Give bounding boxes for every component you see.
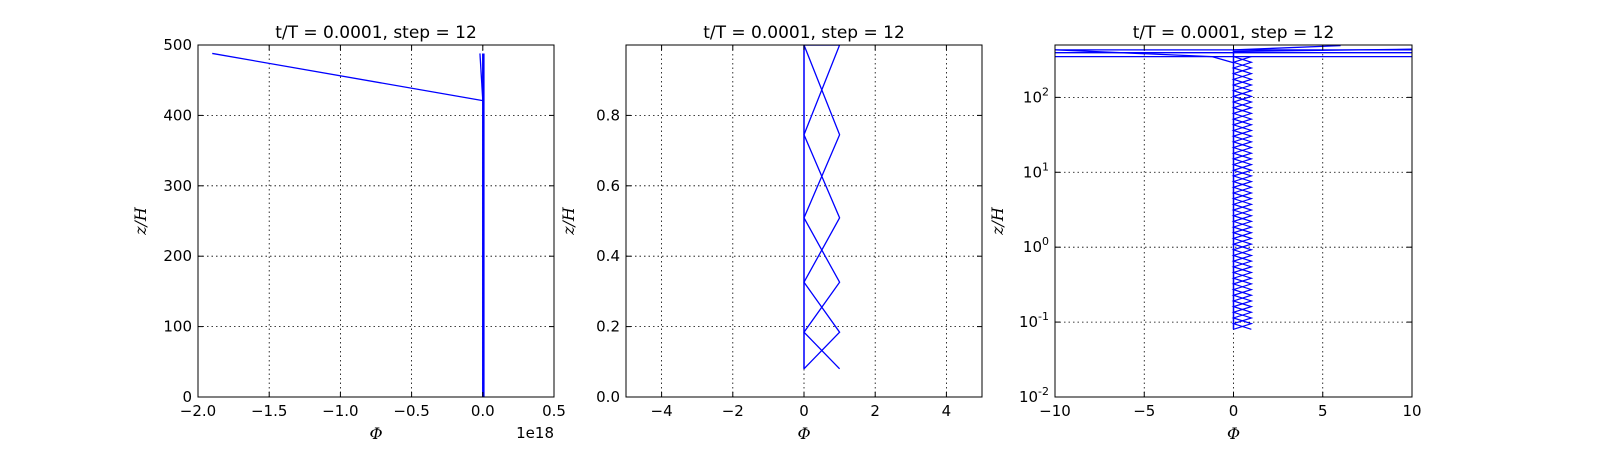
y-tick-label: 0.6 — [596, 177, 620, 195]
y-tick-label-exponent: -1 — [1038, 310, 1049, 323]
y-tick-label: 10-2 — [1019, 385, 1049, 406]
x-tick-label: 2 — [870, 402, 880, 420]
y-tick-label-exponent: 0 — [1042, 235, 1049, 248]
x-tick-label: −10 — [1039, 402, 1071, 420]
y-tick-label: 0.0 — [596, 388, 620, 406]
y-tick-label-base: 10 — [1023, 238, 1042, 256]
x-axis-label: Φ — [1227, 424, 1240, 443]
y-tick-label-base: 10 — [1023, 88, 1042, 106]
x-tick-label: −0.5 — [393, 402, 429, 420]
x-tick-label: 5 — [1318, 402, 1328, 420]
y-axis-label: z/H — [131, 206, 150, 236]
y-tick-label: 101 — [1023, 160, 1049, 181]
subplot-title: t/T = 0.0001, step = 12 — [1133, 23, 1335, 43]
y-tick-label: 0.4 — [596, 247, 620, 265]
x-tick-label: −4 — [651, 402, 673, 420]
x-offset-label: 1e18 — [516, 424, 554, 442]
y-tick-label-exponent: 2 — [1042, 85, 1049, 98]
x-axis-label: Φ — [369, 424, 382, 443]
x-tick-label: 4 — [942, 402, 952, 420]
y-tick-label: 100 — [163, 318, 192, 336]
series-line — [1055, 49, 1234, 64]
y-tick-label-exponent: 1 — [1042, 160, 1049, 173]
x-tick-label: −2.0 — [180, 402, 216, 420]
series-group — [212, 52, 485, 397]
x-tick-label: −5 — [1133, 402, 1155, 420]
series-group — [1055, 45, 1412, 330]
series-line — [479, 53, 484, 101]
x-axis-label: Φ — [797, 424, 810, 443]
x-tick-label: −2 — [722, 402, 744, 420]
y-tick-label: 0.8 — [596, 106, 620, 124]
y-tick-label-base: 10 — [1019, 388, 1038, 406]
y-tick-label: 10-1 — [1019, 310, 1049, 331]
series-line — [803, 45, 841, 370]
x-tick-label: −1.5 — [251, 402, 287, 420]
x-tick-label: 0 — [799, 402, 809, 420]
y-axis-label: z/H — [988, 206, 1007, 236]
subplot-title: t/T = 0.0001, step = 12 — [275, 23, 477, 43]
subplot-2: −4 −2 0 2 4 0.0 0.2 0.4 0.6 0.8 t/T = 0.0001, step… — [559, 23, 983, 443]
series-line — [803, 45, 841, 370]
y-tick-label: 102 — [1023, 85, 1049, 106]
x-tick-label: 10 — [1402, 402, 1421, 420]
y-tick-label-base: 10 — [1019, 313, 1038, 331]
y-tick-label: 0 — [182, 388, 192, 406]
y-axis-label: z/H — [559, 206, 578, 236]
y-tick-label: 500 — [163, 36, 192, 54]
y-tick-label: 400 — [163, 106, 192, 124]
x-tick-label: 0 — [1229, 402, 1239, 420]
y-tick-label: 200 — [163, 247, 192, 265]
subplot-1: −2.0 −1.5 −1.0 −0.5 0.0 0.5 0 100 200 300 400 500 t/… — [131, 23, 566, 443]
y-tick-label: 300 — [163, 177, 192, 195]
y-tick-label-base: 10 — [1023, 163, 1042, 181]
y-tick-label-exponent: -2 — [1038, 385, 1049, 398]
axes-frame — [197, 44, 555, 398]
series-line-zigzag-a — [1231, 56, 1254, 330]
x-tick-label: 0.0 — [471, 402, 495, 420]
series-line — [1233, 48, 1412, 53]
series-line — [212, 52, 483, 102]
subplot-title: t/T = 0.0001, step = 12 — [703, 23, 905, 43]
x-tick-label: 0.5 — [542, 402, 566, 420]
x-tick-label: −1.0 — [322, 402, 358, 420]
y-tick-label: 0.2 — [596, 318, 620, 336]
series-group — [803, 45, 841, 370]
y-tick-label: 100 — [1023, 235, 1049, 256]
